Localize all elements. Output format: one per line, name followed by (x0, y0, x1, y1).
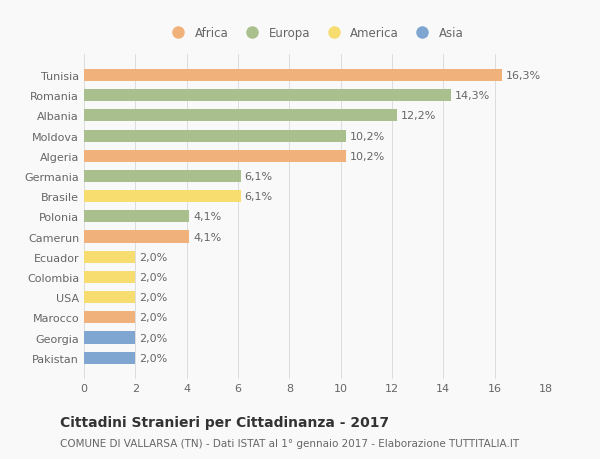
Bar (84, 271, 136, 283)
Text: 4,1%: 4,1% (193, 212, 221, 222)
Bar (84, 90, 451, 102)
Legend: Africa, Europa, America, Asia: Africa, Europa, America, Asia (161, 22, 469, 45)
Text: 2,0%: 2,0% (139, 292, 167, 302)
Bar (84, 332, 136, 344)
Bar (84, 211, 189, 223)
Text: 14,3%: 14,3% (455, 91, 490, 101)
Bar (84, 352, 136, 364)
Text: 10,2%: 10,2% (350, 131, 385, 141)
Text: 2,0%: 2,0% (139, 333, 167, 343)
Bar (84, 171, 241, 183)
Text: 2,0%: 2,0% (139, 272, 167, 282)
Text: 2,0%: 2,0% (139, 353, 167, 363)
Text: 2,0%: 2,0% (139, 252, 167, 262)
Text: 6,1%: 6,1% (244, 192, 272, 202)
Text: Cittadini Stranieri per Cittadinanza - 2017: Cittadini Stranieri per Cittadinanza - 2… (60, 415, 389, 429)
Bar (84, 110, 397, 122)
Text: 6,1%: 6,1% (244, 172, 272, 182)
Text: 16,3%: 16,3% (506, 71, 541, 81)
Bar (84, 151, 346, 162)
Bar (84, 291, 136, 303)
Text: 12,2%: 12,2% (401, 111, 436, 121)
Bar (84, 231, 189, 243)
Bar (84, 70, 502, 82)
Text: 10,2%: 10,2% (350, 151, 385, 162)
Bar (84, 190, 241, 203)
Text: 2,0%: 2,0% (139, 313, 167, 323)
Bar (84, 312, 136, 324)
Text: 4,1%: 4,1% (193, 232, 221, 242)
Bar (84, 251, 136, 263)
Text: COMUNE DI VALLARSA (TN) - Dati ISTAT al 1° gennaio 2017 - Elaborazione TUTTITALI: COMUNE DI VALLARSA (TN) - Dati ISTAT al … (60, 438, 519, 448)
Bar (84, 130, 346, 142)
